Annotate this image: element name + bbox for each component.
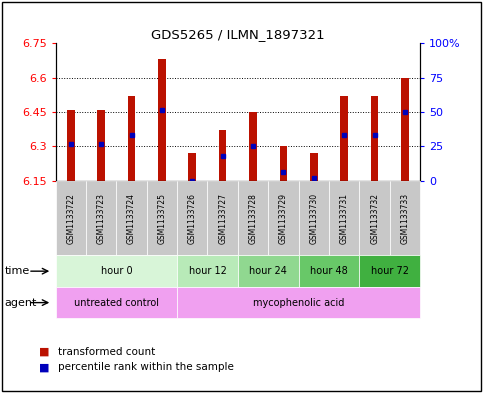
Text: GDS5265 / ILMN_1897321: GDS5265 / ILMN_1897321 — [151, 28, 325, 41]
Text: GSM1133722: GSM1133722 — [66, 193, 75, 244]
Text: hour 48: hour 48 — [310, 266, 348, 276]
Text: hour 0: hour 0 — [100, 266, 132, 276]
Bar — [219, 130, 227, 181]
Text: ■: ■ — [39, 347, 49, 357]
Text: GSM1133727: GSM1133727 — [218, 193, 227, 244]
Bar — [371, 96, 378, 181]
Bar — [128, 96, 135, 181]
Text: hour 12: hour 12 — [188, 266, 227, 276]
Text: ■: ■ — [39, 362, 49, 373]
Bar — [310, 153, 318, 181]
Text: GSM1133728: GSM1133728 — [249, 193, 257, 244]
Text: GSM1133725: GSM1133725 — [157, 193, 167, 244]
Text: GSM1133729: GSM1133729 — [279, 193, 288, 244]
Text: agent: agent — [5, 298, 37, 308]
Text: transformed count: transformed count — [58, 347, 155, 357]
Text: GSM1133726: GSM1133726 — [188, 193, 197, 244]
Bar — [67, 110, 74, 181]
Text: untreated control: untreated control — [74, 298, 159, 308]
Text: GSM1133733: GSM1133733 — [400, 193, 410, 244]
Text: GSM1133724: GSM1133724 — [127, 193, 136, 244]
Text: time: time — [5, 266, 30, 276]
Text: mycophenolic acid: mycophenolic acid — [253, 298, 344, 308]
Bar — [158, 59, 166, 181]
Text: GSM1133732: GSM1133732 — [370, 193, 379, 244]
Bar — [188, 153, 196, 181]
Bar — [249, 112, 257, 181]
Bar — [98, 110, 105, 181]
Bar — [280, 147, 287, 181]
Text: GSM1133730: GSM1133730 — [309, 193, 318, 244]
Bar — [341, 96, 348, 181]
Text: hour 72: hour 72 — [371, 266, 409, 276]
Text: percentile rank within the sample: percentile rank within the sample — [58, 362, 234, 373]
Text: GSM1133731: GSM1133731 — [340, 193, 349, 244]
Text: hour 24: hour 24 — [249, 266, 287, 276]
Text: GSM1133723: GSM1133723 — [97, 193, 106, 244]
Bar — [401, 78, 409, 181]
